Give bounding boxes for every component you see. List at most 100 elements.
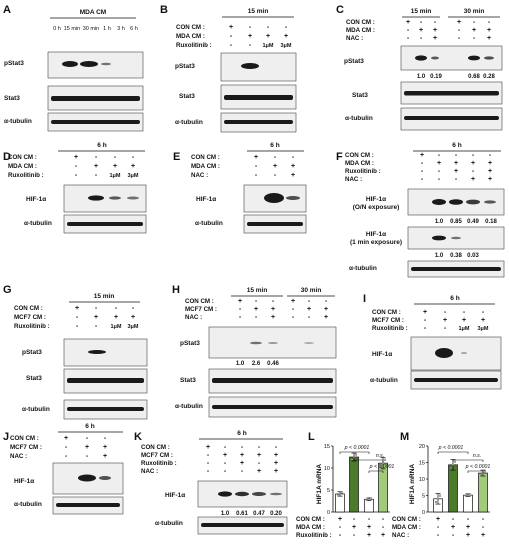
sym-f-1-4: +: [488, 160, 492, 167]
sym-f-2-4: +: [488, 168, 492, 175]
bar-l-1: [349, 456, 359, 513]
header-h-0: 15 min: [247, 287, 268, 294]
sym-h-1-1: +: [254, 306, 258, 313]
y-tick-label-l-0: 0: [327, 510, 330, 516]
sym-h-0-5: -: [325, 298, 328, 305]
row-label-h-1: Stat3: [180, 377, 196, 384]
panel-d: D 6 h CON CM : MDA CM : Ruxolitinib : + …: [3, 142, 147, 234]
sym-c-1-4: +: [472, 27, 476, 34]
blot-b-pstat3: [220, 52, 297, 82]
band-k-hif-4: [270, 492, 282, 496]
sym-b-0-0: +: [229, 24, 233, 31]
sym-m-0-3: -: [482, 516, 485, 523]
quant-f2-1: 0.38: [450, 253, 462, 259]
row-label-g-0: pStat3: [22, 349, 42, 356]
header-e: 6 h: [270, 142, 279, 149]
cond-l-0: CON CM :: [296, 516, 325, 523]
sym-i-1-3: +: [481, 317, 485, 324]
sym-c-0-3: +: [457, 19, 461, 26]
band-d-hif-1: [88, 195, 104, 201]
quant-h-0: 1.0: [236, 361, 245, 367]
sym-e-0-0: +: [254, 154, 258, 161]
sym-d-0-1: -: [95, 154, 98, 161]
sym-g-2-0: -: [76, 323, 79, 330]
sym-c-2-2: +: [433, 35, 437, 42]
sym-k-1-4: +: [274, 452, 278, 459]
sig-bracket-l-2: [368, 470, 384, 473]
y-tick-label-m-0: 0: [422, 510, 425, 516]
cond-f-3: NAC :: [345, 176, 362, 183]
band-f-hif-1min-2: [451, 236, 461, 240]
blot-h-pstat3: [208, 326, 337, 359]
sym-f-0-2: -: [455, 152, 458, 159]
sym-i-1-0: -: [424, 317, 427, 324]
y-tick-label-m-3: 15: [419, 461, 425, 467]
sym-b-0-3: -: [285, 24, 288, 31]
sym-f-3-0: -: [421, 176, 424, 183]
lane-label-a-5: 6 h: [130, 26, 138, 32]
sym-i-2-1: -: [444, 325, 447, 332]
sym-l-1-2: +: [367, 524, 371, 531]
cond-d-0: CON CM :: [8, 154, 37, 161]
cond-b-1: MDA CM :: [176, 33, 205, 40]
bar-m-3: [478, 472, 488, 513]
sym-i-2-3: 3μM: [477, 326, 488, 332]
sym-e-2-1: -: [274, 172, 277, 179]
sym-h-0-0: +: [238, 298, 242, 305]
dot-l-1-0: [350, 458, 354, 461]
cond-g-1: MCF7 CM :: [14, 314, 46, 321]
lane-label-a-1: 15 min: [64, 26, 81, 32]
sym-l-0-2: -: [368, 516, 371, 523]
sym-f-0-0: +: [420, 152, 424, 159]
chart-l: 0 5 10 15: [324, 444, 390, 516]
band-d-hif-3: [127, 196, 139, 200]
bar-l-3: [378, 462, 388, 513]
dot-l-0-2: [340, 491, 344, 494]
band-h-tubulin: [212, 405, 333, 409]
header-h-1: 30 min: [301, 287, 322, 294]
sym-g-0-3: -: [132, 305, 135, 312]
sym-d-1-0: -: [75, 163, 78, 170]
panel-label-e: E: [173, 151, 180, 163]
sym-m-1-2: +: [466, 524, 470, 531]
band-j-tubulin: [56, 503, 120, 507]
cond-i-2: Ruxolitinib :: [372, 325, 408, 332]
panel-h: H 15 min 30 min CON CM : MCF7 CM : NAC :…: [172, 284, 337, 418]
sym-h-2-2: +: [271, 314, 275, 321]
sym-c-2-5: +: [487, 35, 491, 42]
quant-f1-1: 0.85: [450, 219, 462, 225]
sym-k-0-4: -: [275, 444, 278, 451]
sym-e-1-0: -: [255, 163, 258, 170]
sym-b-0-2: -: [267, 24, 270, 31]
row-label-c-0: pStat3: [344, 58, 364, 65]
dot-m-2-0: [464, 494, 468, 498]
row-label-h-0: pStat3: [180, 340, 200, 347]
panel-label-a: A: [3, 4, 11, 16]
sym-g-1-2: +: [114, 314, 118, 321]
sym-m-1-3: -: [482, 524, 485, 531]
sym-h-1-0: -: [239, 306, 242, 313]
row-label-f-3: (1 min exposure): [350, 239, 402, 246]
row-label-h-2: α-tubulin: [175, 403, 203, 410]
sym-h-0-2: -: [272, 298, 275, 305]
sym-g-0-0: +: [75, 305, 79, 312]
cond-b-2: Ruxolitinib :: [176, 42, 212, 49]
panel-label-c: C: [336, 4, 344, 16]
sym-h-0-4: -: [308, 298, 311, 305]
sym-h-2-4: -: [308, 314, 311, 321]
row-label-k-0: HIF-1α: [165, 492, 185, 499]
lane-label-a-4: 3 h: [117, 26, 125, 32]
sym-c-0-0: +: [406, 19, 410, 26]
band-f-hif-on-1: [432, 199, 446, 205]
cond-b-0: CON CM :: [176, 24, 205, 31]
sym-f-3-4: +: [488, 176, 492, 183]
cond-i-1: MCF7 CM :: [372, 317, 404, 324]
header-c-0: 15 min: [411, 8, 432, 15]
sym-g-1-0: -: [76, 314, 79, 321]
sym-d-1-3: +: [131, 163, 135, 170]
sym-k-1-1: +: [223, 452, 227, 459]
cond-e-1: MDA CM :: [191, 163, 220, 170]
sym-k-3-1: -: [224, 468, 227, 475]
panel-c: C 15 min 30 min CON CM : MDA CM : NAC : …: [336, 4, 503, 131]
